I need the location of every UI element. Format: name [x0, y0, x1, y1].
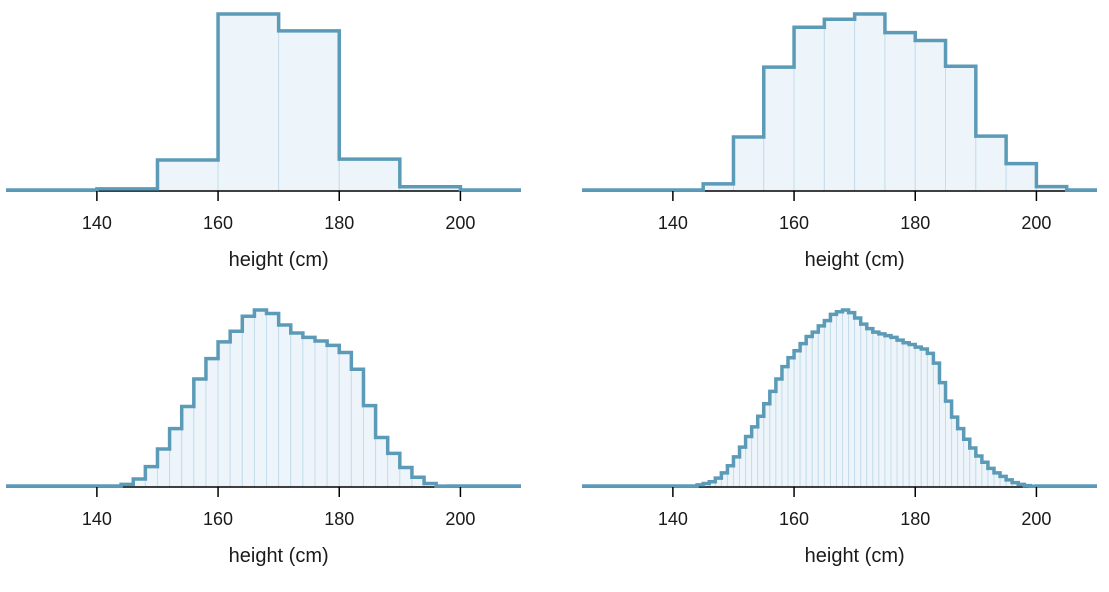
histogram-bar: [926, 352, 934, 488]
x-axis-label: height (cm): [229, 249, 329, 271]
histogram-bar: [908, 344, 916, 488]
histogram-panel-2: 140 160 180 200 height (cm): [576, 0, 1106, 296]
histogram-bar: [326, 344, 340, 488]
x-tick-label: 200: [445, 213, 475, 233]
x-axis-label: height (cm): [805, 249, 905, 271]
histogram-bar: [805, 336, 813, 488]
histogram-chart-2: 140 160 180 200 height (cm): [582, 12, 1097, 271]
histogram-bar: [253, 309, 268, 488]
histogram-bar: [769, 390, 777, 488]
histogram-bar: [278, 30, 340, 192]
histogram-bar: [829, 313, 837, 488]
histogram-bar: [884, 335, 892, 488]
x-tick-label: 140: [82, 213, 112, 233]
x-tick-label: 160: [779, 213, 809, 233]
x-tick-label: 200: [445, 509, 475, 529]
histogram-bar: [823, 18, 856, 192]
histogram-chart-4: 140 160 180 200 height (cm): [582, 308, 1097, 567]
histogram-bar: [1005, 163, 1037, 192]
x-tick-label: 180: [900, 509, 930, 529]
histogram-bar: [811, 331, 819, 488]
histogram-bar: [860, 323, 868, 488]
histogram-bar: [156, 159, 219, 192]
histogram-bar: [169, 428, 183, 488]
histogram-bar: [217, 13, 280, 192]
histogram-bar: [854, 317, 862, 488]
histogram-bar: [920, 348, 928, 488]
x-tick-label: 160: [779, 509, 809, 529]
histogram-bar: [278, 324, 292, 488]
histogram-bar: [241, 315, 255, 488]
histogram-bar: [156, 448, 171, 488]
histogram-outline: [6, 308, 521, 488]
histogram-bar: [872, 331, 880, 488]
histogram-chart-3: 140 160 180 200 height (cm): [6, 308, 521, 567]
histogram-bar: [217, 341, 231, 488]
histogram-bar: [362, 405, 377, 488]
histogram-bar: [884, 32, 916, 192]
histogram-outline: [6, 12, 521, 192]
histogram-bar: [975, 135, 1007, 192]
histogram-bar: [781, 366, 789, 488]
histogram-bar: [314, 340, 328, 488]
x-tick-label: 180: [324, 213, 354, 233]
histogram-bar: [302, 336, 316, 488]
histogram-bar: [144, 466, 158, 488]
histogram-panel-3: 140 160 180 200 height (cm): [0, 296, 530, 592]
x-tick-label: 200: [1021, 509, 1051, 529]
x-tick-label: 160: [203, 213, 233, 233]
histogram-bar: [775, 378, 783, 488]
x-axis-label: height (cm): [229, 545, 329, 567]
histogram-bar: [290, 332, 304, 488]
histogram-outline: [582, 12, 1097, 192]
histogram-bar: [799, 343, 807, 488]
x-tick-label: 200: [1021, 213, 1051, 233]
histogram-bar: [902, 342, 910, 488]
histogram-bar: [793, 350, 801, 488]
histogram-bar: [350, 368, 364, 488]
histogram-bar: [793, 26, 825, 192]
histogram-chart-1: 140 160 180 200 height (cm): [6, 12, 521, 271]
x-tick-label: 140: [82, 509, 112, 529]
histogram-outline: [582, 308, 1097, 489]
histogram-bar: [823, 320, 831, 488]
histogram-bar: [854, 13, 886, 192]
histogram-bar: [842, 309, 850, 488]
histogram-bar: [866, 328, 874, 488]
x-tick-label: 180: [324, 509, 354, 529]
histogram-bar: [732, 136, 765, 192]
x-tick-label: 160: [203, 509, 233, 529]
histogram-panel-1: 140 160 180 200 height (cm): [0, 0, 530, 296]
histogram-bar: [945, 65, 977, 192]
histogram-bar: [338, 351, 352, 488]
histogram-bar: [205, 358, 219, 488]
histogram-bar: [229, 330, 243, 488]
histogram-bar: [817, 325, 825, 488]
histogram-bar: [181, 405, 195, 488]
histogram-bar: [896, 339, 904, 488]
x-tick-label: 140: [658, 509, 688, 529]
histogram-bar: [914, 346, 922, 488]
histogram-bar: [387, 452, 401, 488]
histogram-bar: [878, 333, 886, 488]
histogram-bar: [399, 467, 413, 488]
histogram-bar: [848, 312, 856, 488]
histogram-bar: [835, 311, 844, 488]
histogram-panel-4: 140 160 180 200 height (cm): [576, 296, 1106, 592]
x-tick-label: 180: [900, 213, 930, 233]
histogram-bar: [914, 40, 947, 192]
x-tick-label: 140: [658, 213, 688, 233]
histogram-bar: [375, 436, 389, 488]
histogram-bar: [266, 313, 280, 488]
x-axis-label: height (cm): [805, 545, 905, 567]
histogram-bar: [787, 357, 795, 488]
histogram-bar: [338, 158, 401, 192]
histogram-bar: [763, 66, 795, 192]
histogram-bar: [890, 336, 898, 488]
histogram-bar: [193, 378, 207, 488]
